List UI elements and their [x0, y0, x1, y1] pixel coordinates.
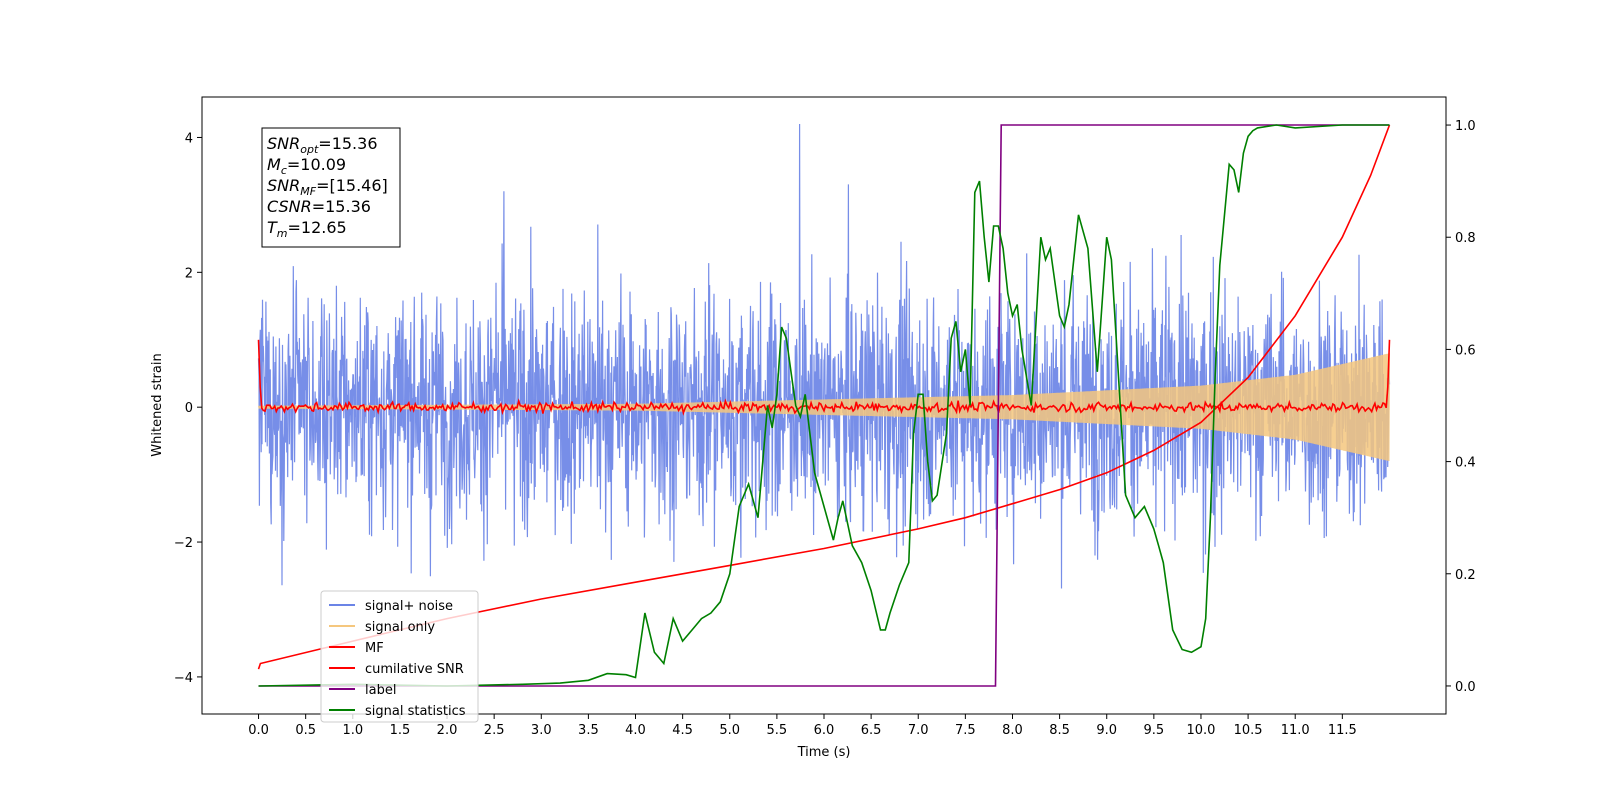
x-tick-label: 4.0 [625, 723, 646, 738]
info-line: CSNR=15.36 [267, 197, 371, 216]
y-tick-label: −2 [174, 536, 193, 551]
y-tick-label: −4 [174, 671, 193, 686]
legend-label: signal statistics [365, 704, 466, 719]
x-tick-label: 7.0 [908, 723, 929, 738]
legend-label: cumilative SNR [365, 662, 464, 677]
x-tick-label: 5.0 [719, 723, 740, 738]
x-tick-label: 0.0 [248, 723, 269, 738]
x-axis-title: Time (s) [797, 745, 851, 760]
y2-tick-label: 1.0 [1455, 119, 1476, 134]
x-tick-label: 5.5 [767, 723, 788, 738]
y2-tick-label: 0.0 [1455, 680, 1476, 695]
legend-frame [320, 590, 479, 723]
x-tick-label: 3.0 [531, 723, 552, 738]
x-tick-label: 7.5 [955, 723, 976, 738]
y2-tick-label: 0.4 [1455, 456, 1476, 471]
y2-tick-label: 0.2 [1455, 568, 1476, 583]
info-box: SNRopt=15.36Mc=10.09SNRMF=[15.46]CSNR=15… [261, 127, 401, 248]
x-tick-label: 6.5 [861, 723, 882, 738]
y-axis-title: Whitened strain [150, 353, 165, 456]
info-line: SNRMF=[15.46] [267, 176, 388, 198]
x-tick-label: 8.0 [1002, 723, 1023, 738]
x-tick-label: 9.5 [1144, 723, 1165, 738]
x-tick-label: 2.0 [437, 723, 458, 738]
x-axis: 0.0 0.5 1.0 1.5 2.0 2.5 3.0 3.5 4.0 4.5 5.0 5.5 6.0 6… [248, 714, 1357, 738]
info-line: SNRopt=15.36 [267, 134, 378, 156]
y-tick-label: 0 [185, 401, 193, 416]
y-axis-right: 0.0 0.2 0.4 0.6 0.8 1.0 [1446, 119, 1476, 695]
x-tick-label: 11.0 [1281, 723, 1310, 738]
legend-label: MF [365, 641, 384, 656]
series-signal-statistics [258, 124, 1390, 687]
series-signal-only [258, 353, 1390, 462]
series-mf [257, 339, 1391, 416]
series-label [258, 124, 1390, 687]
x-tick-label: 2.5 [484, 723, 505, 738]
y-tick-label: 2 [185, 266, 193, 281]
y2-tick-label: 0.6 [1455, 343, 1476, 358]
x-tick-label: 11.5 [1328, 723, 1357, 738]
x-tick-label: 6.0 [814, 723, 835, 738]
y2-tick-label: 0.8 [1455, 231, 1476, 246]
legend: signal+ noise signal only MF cumilative SNR… [320, 590, 479, 723]
info-line: Tm=12.65 [267, 218, 347, 240]
x-tick-label: 9.0 [1096, 723, 1117, 738]
y-axis-left: −4 −2 0 2 4 [174, 131, 202, 686]
x-tick-label: 10.0 [1186, 723, 1215, 738]
x-tick-label: 1.5 [390, 723, 411, 738]
y-tick-label: 4 [185, 131, 193, 146]
info-box-frame [261, 127, 401, 248]
x-tick-label: 4.5 [672, 723, 693, 738]
legend-label: label [365, 683, 396, 698]
x-tick-label: 1.0 [342, 723, 363, 738]
info-line: Mc=10.09 [267, 155, 346, 177]
x-tick-label: 3.5 [578, 723, 599, 738]
x-tick-label: 10.5 [1234, 723, 1263, 738]
legend-label: signal+ noise [365, 599, 453, 614]
series-signal-noise [257, 123, 1391, 589]
legend-label: signal only [365, 620, 435, 635]
x-tick-label: 8.5 [1049, 723, 1070, 738]
x-tick-label: 0.5 [295, 723, 316, 738]
